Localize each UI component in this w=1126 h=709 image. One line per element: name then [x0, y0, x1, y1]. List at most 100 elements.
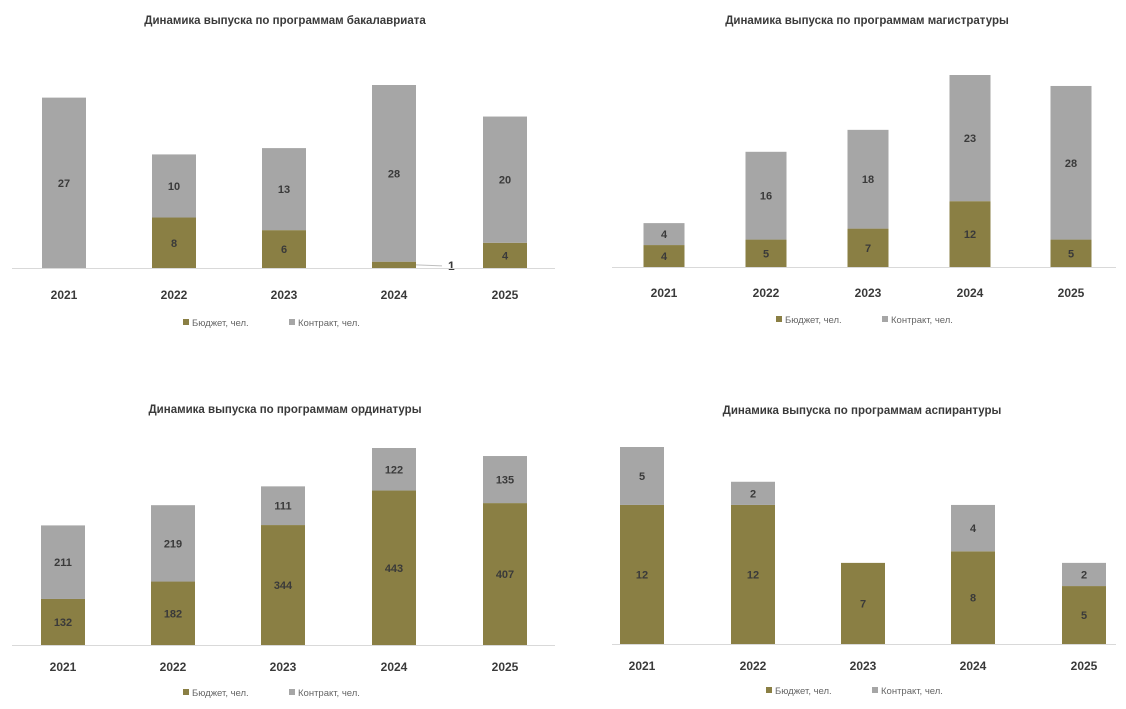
data-label: 28 — [388, 168, 400, 180]
bar-contract-2021 — [620, 447, 664, 505]
data-label: 18 — [862, 174, 874, 186]
bar-contract-2022 — [151, 505, 195, 582]
data-label: 8 — [171, 238, 177, 250]
bar-budget-2021 — [620, 504, 664, 644]
bar-contract-2023 — [261, 486, 305, 526]
legend: Бюджет, чел. Контракт, чел. — [183, 318, 360, 329]
data-label: 27 — [58, 178, 70, 190]
data-label: 211 — [54, 557, 72, 569]
category-label: 2025 — [492, 288, 519, 302]
data-label: 2 — [750, 488, 756, 500]
category-label: 2022 — [740, 659, 767, 673]
data-label: 132 — [54, 617, 72, 629]
legend-swatch-budget — [183, 319, 189, 325]
category-label: 2024 — [381, 660, 408, 674]
data-label: 6 — [281, 244, 287, 256]
bar-contract-2022 — [152, 154, 196, 218]
legend-label-contract: Контракт, чел. — [881, 686, 943, 697]
data-label: 12 — [964, 229, 976, 241]
chart-title: Динамика выпуска по программам бакалаври… — [144, 15, 426, 27]
category-label: 2023 — [271, 288, 298, 302]
category-label: 2025 — [1071, 659, 1098, 673]
data-label: 12 — [636, 569, 648, 581]
bar-budget-2024 — [372, 490, 416, 645]
bar-contract-2025 — [483, 456, 527, 504]
legend-label-budget: Бюджет, чел. — [192, 688, 249, 699]
bar-contract-2021 — [42, 97, 86, 268]
bar-budget-2024 — [951, 551, 995, 644]
bar-contract-2022 — [745, 151, 787, 240]
bar-budget-2022 — [152, 217, 196, 268]
bar-contract-2021 — [643, 223, 685, 246]
bar-budget-2022 — [745, 239, 787, 267]
data-label: 10 — [168, 181, 180, 193]
bar-contract-2023 — [262, 148, 306, 231]
legend: Бюджет, чел. Контракт, чел. — [766, 686, 943, 697]
data-label: 5 — [763, 248, 769, 260]
bar-budget-2024 — [949, 201, 991, 267]
chart-3: Динамика выпуска по программам ординатур… — [12, 404, 555, 699]
data-label: 8 — [970, 593, 976, 605]
data-label: 443 — [385, 563, 403, 575]
data-label: 344 — [274, 580, 293, 592]
data-label: 219 — [164, 538, 182, 550]
category-label: 2024 — [381, 288, 408, 302]
category-label: 2021 — [51, 288, 78, 302]
data-label: 16 — [760, 191, 772, 203]
bar-contract-2024 — [949, 75, 991, 202]
category-label: 2023 — [850, 659, 877, 673]
data-label: 23 — [964, 133, 976, 145]
bar-contract-2024 — [951, 504, 995, 552]
bar-budget-2023 — [847, 228, 889, 267]
legend: Бюджет, чел. Контракт, чел. — [776, 315, 953, 326]
data-label: 13 — [278, 184, 290, 196]
category-label: 2021 — [629, 659, 656, 673]
legend-swatch-budget — [766, 687, 772, 693]
legend-swatch-budget — [183, 689, 189, 695]
bar-budget-2022 — [731, 504, 775, 644]
data-label: 4 — [661, 251, 668, 263]
bar-contract-2025 — [1050, 85, 1092, 240]
legend-label-budget: Бюджет, чел. — [775, 686, 832, 697]
data-label: 7 — [860, 598, 866, 610]
legend-swatch-contract — [882, 316, 888, 322]
bar-budget-2025 — [483, 242, 527, 268]
category-label: 2022 — [161, 288, 188, 302]
data-label: 1 — [448, 259, 455, 273]
category-label: 2023 — [270, 660, 297, 674]
bar-budget-2024 — [372, 261, 416, 268]
data-label: 407 — [496, 569, 514, 581]
legend-swatch-contract — [289, 689, 295, 695]
data-label: 182 — [164, 608, 182, 620]
data-label: 5 — [1081, 610, 1087, 622]
data-label: 5 — [1068, 248, 1074, 260]
bar-budget-2025 — [1050, 239, 1092, 267]
bar-contract-2025 — [1062, 562, 1106, 587]
bar-contract-2024 — [372, 85, 416, 262]
data-label: 135 — [496, 475, 514, 487]
chart-title: Динамика выпуска по программам ординатур… — [148, 404, 421, 416]
data-label: 5 — [639, 471, 645, 483]
category-label: 2021 — [50, 660, 77, 674]
data-label: 4 — [661, 229, 668, 241]
category-label: 2025 — [1058, 286, 1085, 300]
category-label: 2024 — [957, 286, 984, 300]
bar-contract-2024 — [372, 448, 416, 491]
bar-contract-2025 — [483, 116, 527, 243]
bar-budget-2021 — [41, 598, 85, 645]
data-label: 7 — [865, 243, 871, 255]
chart-2: Динамика выпуска по программам магистрат… — [612, 15, 1116, 326]
data-label: 122 — [385, 464, 403, 476]
chart-4: Динамика выпуска по программам аспиранту… — [612, 405, 1116, 697]
data-label: 2 — [1081, 569, 1087, 581]
bar-budget-2023 — [262, 230, 306, 268]
legend-label-contract: Контракт, чел. — [298, 688, 360, 699]
legend-swatch-budget — [776, 316, 782, 322]
bar-contract-2023 — [847, 129, 889, 229]
legend-label-budget: Бюджет, чел. — [192, 318, 249, 329]
bar-budget-2023 — [261, 525, 305, 645]
bar-budget-2023 — [841, 562, 885, 644]
data-label: 20 — [499, 175, 511, 187]
